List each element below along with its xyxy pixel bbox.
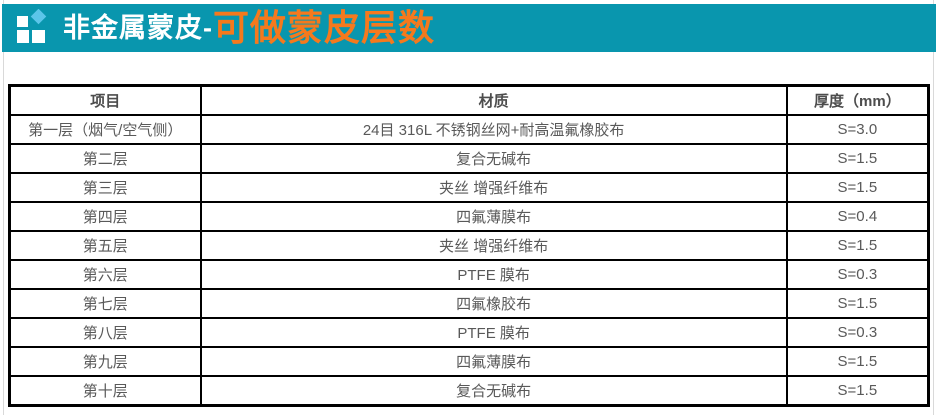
- cell-thickness: S=1.5: [785, 172, 930, 203]
- cell-material: PTFE 膜布: [199, 259, 788, 290]
- grid-squares-icon: [17, 9, 47, 43]
- cell-thickness: S=3.0: [785, 114, 930, 145]
- cell-item: 第二层: [8, 143, 202, 174]
- cell-material: 夹丝 增强纤维布: [199, 172, 788, 203]
- cell-item: 第七层: [8, 288, 202, 319]
- table-row: 第六层 PTFE 膜布 S=0.3: [8, 259, 930, 290]
- cell-item: 第四层: [8, 201, 202, 232]
- cell-thickness: S=0.4: [785, 201, 930, 232]
- column-header-material: 材质: [199, 84, 788, 116]
- cell-item: 第九层: [8, 346, 202, 377]
- table-body: 第一层（烟气/空气侧） 24目 316L 不锈钢丝网+耐高温氟橡胶布 S=3.0…: [8, 114, 930, 407]
- cell-material: 夹丝 增强纤维布: [199, 230, 788, 261]
- column-header-thickness: 厚度（mm）: [785, 84, 930, 116]
- cell-material: PTFE 膜布: [199, 317, 788, 348]
- cell-thickness: S=0.3: [785, 317, 930, 348]
- cell-thickness: S=1.5: [785, 288, 930, 319]
- cell-thickness: S=1.5: [785, 375, 930, 407]
- cell-item: 第八层: [8, 317, 202, 348]
- cell-material: 复合无碱布: [199, 143, 788, 174]
- table-row: 第五层 夹丝 增强纤维布 S=1.5: [8, 230, 930, 261]
- cell-material: 四氟薄膜布: [199, 346, 788, 377]
- column-header-item: 项目: [8, 84, 202, 116]
- header-banner: 非金属蒙皮- 可做蒙皮层数: [2, 4, 936, 52]
- table-row: 第一层（烟气/空气侧） 24目 316L 不锈钢丝网+耐高温氟橡胶布 S=3.0: [8, 114, 930, 145]
- table-row: 第十层 复合无碱布 S=1.5: [8, 375, 930, 407]
- table-row: 第二层 复合无碱布 S=1.5: [8, 143, 930, 174]
- cell-thickness: S=1.5: [785, 143, 930, 174]
- cell-material: 复合无碱布: [199, 375, 788, 407]
- cell-item: 第一层（烟气/空气侧）: [8, 114, 202, 145]
- table-row: 第七层 四氟橡胶布 S=1.5: [8, 288, 930, 319]
- table-header-row: 项目 材质 厚度（mm）: [8, 84, 930, 116]
- cell-item: 第五层: [8, 230, 202, 261]
- cell-thickness: S=1.5: [785, 230, 930, 261]
- table-row: 第三层 夹丝 增强纤维布 S=1.5: [8, 172, 930, 203]
- cell-item: 第三层: [8, 172, 202, 203]
- cell-item: 第六层: [8, 259, 202, 290]
- table-row: 第八层 PTFE 膜布 S=0.3: [8, 317, 930, 348]
- cell-material: 24目 316L 不锈钢丝网+耐高温氟橡胶布: [199, 114, 788, 145]
- layers-table: 项目 材质 厚度（mm） 第一层（烟气/空气侧） 24目 316L 不锈钢丝网+…: [8, 84, 930, 407]
- table-row: 第四层 四氟薄膜布 S=0.4: [8, 201, 930, 232]
- cell-item: 第十层: [8, 375, 202, 407]
- page-title-white: 非金属蒙皮-: [63, 12, 213, 43]
- cell-thickness: S=0.3: [785, 259, 930, 290]
- cell-material: 四氟橡胶布: [199, 288, 788, 319]
- table-row: 第九层 四氟薄膜布 S=1.5: [8, 346, 930, 377]
- cell-thickness: S=1.5: [785, 346, 930, 377]
- cell-material: 四氟薄膜布: [199, 201, 788, 232]
- page-title-orange: 可做蒙皮层数: [213, 7, 436, 48]
